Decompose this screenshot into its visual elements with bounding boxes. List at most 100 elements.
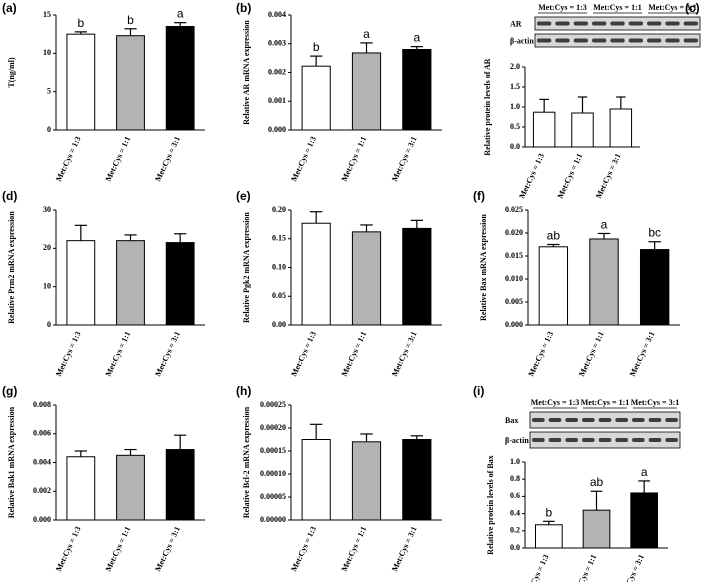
error-bar <box>74 450 87 457</box>
bar <box>301 222 331 326</box>
blot-lane-label: Met:Cys = 1:1 <box>593 3 642 12</box>
x-tick-label: Met:Cys = 1:3 <box>289 135 318 183</box>
blot-band <box>592 21 607 26</box>
significance-letter: ab <box>590 475 604 489</box>
blot-band <box>537 21 552 26</box>
error-bar <box>360 42 373 53</box>
x-tick-label: Met:Cys = 3:1 <box>153 135 182 183</box>
x-tick-label: Met:Cys = 3:1 <box>390 330 419 378</box>
y-tick-label: 0.005 <box>505 297 523 306</box>
blot-band <box>647 21 662 26</box>
error-bar <box>74 224 87 241</box>
blot-band <box>548 418 562 422</box>
y-tick-label: 10 <box>43 48 51 57</box>
panel-label: (b) <box>236 1 251 15</box>
error-bar <box>410 435 424 440</box>
blot-band <box>582 438 595 442</box>
x-tick-label: Met:Cys = 1:1 <box>340 330 369 378</box>
x-tick-label: Met:Cys = 3:1 <box>390 135 419 183</box>
blot-band <box>532 438 545 442</box>
blot-lane-label: Met:Cys = 1:1 <box>581 398 630 407</box>
blot-band <box>582 418 595 422</box>
y-tick-label: 0.010 <box>505 274 523 283</box>
y-tick-label: 0.000 <box>268 125 286 134</box>
bar <box>402 439 432 521</box>
y-tick-label: 0.025 <box>505 205 523 214</box>
y-axis-label: Relative Bak1 mRNA expression <box>7 406 16 518</box>
y-tick-label: 30 <box>43 205 51 214</box>
x-tick-label: Met:Cys = 3:1 <box>153 330 182 378</box>
x-tick-label: Met:Cys = 1:3 <box>54 330 83 378</box>
significance-letter: a <box>641 465 648 479</box>
error-bar <box>124 448 137 456</box>
y-tick-label: 0.020 <box>505 228 523 237</box>
y-tick-label: 0.000 <box>33 515 51 524</box>
y-tick-label: 0.004 <box>268 10 286 19</box>
significance-letter: b <box>313 40 320 54</box>
bar <box>165 449 195 521</box>
blot-row-label: Bax <box>505 416 518 425</box>
blot-band <box>648 418 662 422</box>
blot-band <box>628 21 643 26</box>
significance-letter: ab <box>547 229 561 243</box>
y-tick-label: 0.002 <box>268 67 286 76</box>
panel-label: (h) <box>236 384 251 398</box>
blot-band <box>555 21 570 26</box>
bar <box>66 240 96 326</box>
bar <box>532 111 556 148</box>
bar <box>165 242 195 326</box>
y-tick-label: 0.2 <box>510 526 520 535</box>
error-bar <box>309 211 323 224</box>
blot-band <box>565 418 578 422</box>
panel-label: (e) <box>236 189 251 203</box>
y-tick-label: 0.20 <box>272 205 286 214</box>
y-tick-label: 0 <box>47 125 51 134</box>
x-tick-label: Met:Cys = 1:3 <box>54 135 83 183</box>
y-tick-label: 0.000 <box>505 320 523 329</box>
y-tick-label: 10 <box>43 281 51 290</box>
blot-lane-label: Met:Cys = 3:1 <box>648 3 697 12</box>
bar <box>66 456 96 521</box>
error-bar <box>410 219 424 229</box>
blot-lane-label: Met:Cys = 3:1 <box>631 398 680 407</box>
error-bar <box>309 423 323 440</box>
x-tick-label: Met:Cys = 3:1 <box>617 553 646 582</box>
bar <box>571 112 594 148</box>
blot-band <box>573 38 588 43</box>
blot-band <box>647 38 662 43</box>
x-tick-label: Met:Cys = 1:1 <box>577 330 606 378</box>
y-tick-label: 0.004 <box>33 457 51 466</box>
x-tick-label: Met:Cys = 1:3 <box>526 330 555 378</box>
y-tick-label: 0.0 <box>510 142 520 151</box>
blot-band <box>573 21 588 26</box>
blot-row-label: β-actin <box>510 36 534 45</box>
x-tick-label: Met:Cys = 1:1 <box>340 135 369 183</box>
bar <box>351 441 382 521</box>
y-tick-label: 0.8 <box>510 474 520 483</box>
error-bar <box>577 96 588 113</box>
error-bar <box>124 28 137 36</box>
y-tick-label: 15 <box>43 10 51 19</box>
x-tick-label: Met:Cys = 1:3 <box>289 525 318 573</box>
error-bar <box>360 224 373 232</box>
blot-lane-label: Met:Cys = 1:3 <box>538 3 587 12</box>
panel-label: (f) <box>473 189 485 203</box>
x-tick-label: Met:Cys = 1:3 <box>54 525 83 573</box>
blot-band <box>565 438 578 442</box>
bar <box>402 227 432 326</box>
bar <box>301 65 331 131</box>
y-tick-label: 0.006 <box>33 429 51 438</box>
x-tick-label: Met:Cys = 1:1 <box>104 525 133 573</box>
y-axis-label: Relative Bax mRNA expression <box>479 214 488 321</box>
blot-band <box>610 38 625 43</box>
blot-band <box>648 438 662 442</box>
panel-label: (c) <box>685 1 700 15</box>
significance-letter: a <box>601 217 608 231</box>
panel-label: (g) <box>2 384 17 398</box>
error-bar <box>616 96 626 109</box>
blot-row-label: AR <box>510 19 522 28</box>
error-bar <box>174 233 187 243</box>
bar <box>116 35 145 131</box>
y-tick-label: 1.5 <box>510 82 520 91</box>
x-tick-label: Met:Cys = 1:1 <box>570 553 599 582</box>
